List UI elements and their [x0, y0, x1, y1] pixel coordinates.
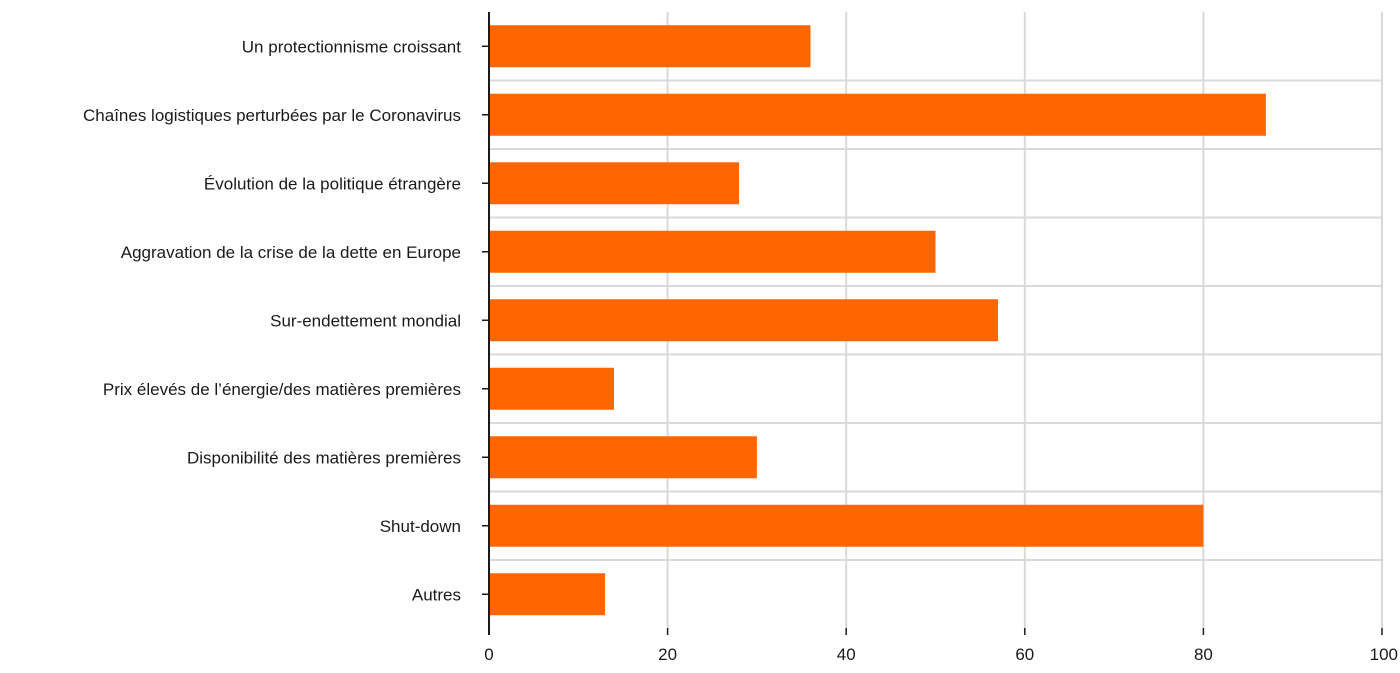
- category-label-6: Disponibilité des matières premières: [187, 448, 461, 467]
- category-label-2: Évolution de la politique étrangère: [204, 174, 461, 193]
- bar-0: [489, 25, 811, 68]
- label-layer: Un protectionnisme croissant Chaînes logi…: [83, 37, 1398, 664]
- grid-layer: [489, 12, 1383, 628]
- bar-8: [489, 573, 606, 616]
- x-tick-label-5: 100: [1370, 645, 1398, 664]
- bar-2: [489, 162, 740, 205]
- bar-5: [489, 367, 615, 410]
- bar-3: [489, 230, 936, 273]
- bar-6: [489, 436, 757, 479]
- category-label-5: Prix élevés de l’énergie/des matières pr…: [103, 380, 461, 399]
- bar-7: [489, 504, 1204, 547]
- x-tick-label-2: 40: [837, 645, 856, 664]
- bar-4: [489, 299, 999, 342]
- x-tick-label-0: 0: [484, 645, 493, 664]
- x-tick-label-3: 60: [1015, 645, 1034, 664]
- x-tick-label-4: 80: [1194, 645, 1213, 664]
- category-label-1: Chaînes logistiques perturbées par le Co…: [83, 106, 461, 125]
- category-label-7: Shut-down: [380, 517, 461, 536]
- x-tick-label-1: 20: [658, 645, 677, 664]
- category-label-4: Sur-endettement mondial: [270, 311, 461, 330]
- category-label-8: Autres: [412, 585, 461, 604]
- bar-layer: [489, 25, 1266, 616]
- bar-1: [489, 93, 1266, 136]
- axis-layer: [482, 12, 1383, 635]
- category-label-0: Un protectionnisme croissant: [242, 37, 461, 56]
- category-label-3: Aggravation de la crise de la dette en E…: [121, 243, 461, 262]
